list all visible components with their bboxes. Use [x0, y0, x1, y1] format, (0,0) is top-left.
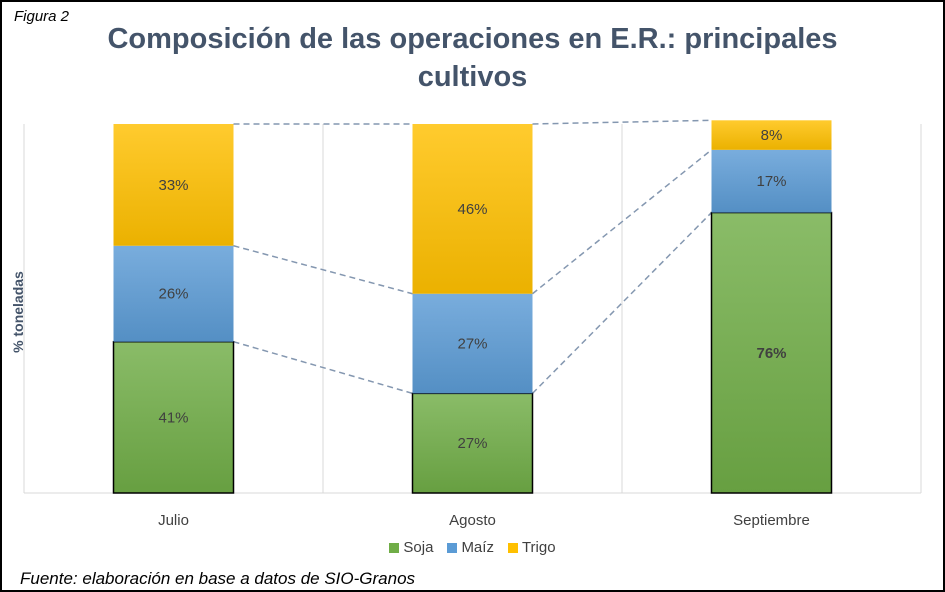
legend-item-maiz: Maíz: [447, 539, 494, 556]
legend-swatch-soja: [389, 542, 400, 553]
bar-segment-trigo-agosto: [412, 124, 533, 294]
legend-swatch-maiz: [447, 542, 458, 553]
data-label-trigo-septiembre: 8%: [761, 127, 783, 144]
data-label-soja-julio: 41%: [158, 409, 188, 426]
data-label-maiz-agosto: 27%: [457, 336, 487, 353]
bar-segment-maiz-septiembre: [711, 149, 832, 213]
legend-label-maiz: Maíz: [461, 539, 494, 556]
bar-segment-soja-julio: [112, 340, 235, 494]
data-label-soja-agosto: 27%: [457, 435, 487, 452]
legend-label-soja: Soja: [403, 539, 434, 556]
series-line-maiz: [532, 149, 712, 295]
bar-segment-trigo-julio: [113, 124, 234, 246]
legend-item-soja: Soja: [389, 539, 433, 556]
series-line-trigo: [532, 119, 712, 125]
bar-segment-maiz-agosto: [412, 293, 533, 394]
legend: Soja Maíz Trigo: [2, 539, 943, 556]
data-label-trigo-agosto: 46%: [457, 201, 487, 218]
x-tick-label-agosto: Agosto: [449, 512, 496, 529]
legend-swatch-trigo: [507, 542, 518, 553]
series-line-soja: [233, 340, 413, 395]
legend-label-trigo: Trigo: [521, 539, 556, 556]
bar-segment-soja-agosto: [411, 392, 534, 494]
series-line-maiz: [233, 245, 413, 295]
series-line-soja: [531, 212, 713, 394]
x-tick-label-julio: Julio: [158, 512, 189, 529]
figure-label: Figura 2: [14, 8, 70, 25]
bar-segment-soja-septiembre: [710, 211, 833, 494]
data-label-maiz-septiembre: 17%: [756, 173, 786, 190]
legend-item-trigo: Trigo: [507, 539, 556, 556]
bar-segment-maiz-julio: [113, 245, 234, 342]
x-tick-label-septiembre: Septiembre: [733, 512, 810, 529]
bar-segment-trigo-septiembre: [711, 120, 832, 150]
chart-title: Composición de las operaciones en E.R.: …: [107, 23, 838, 93]
data-label-soja-septiembre: 76%: [756, 345, 786, 362]
data-label-maiz-julio: 26%: [158, 286, 188, 303]
source-note: Fuente: elaboración en base a datos de S…: [20, 569, 416, 588]
data-label-trigo-julio: 33%: [158, 177, 188, 194]
